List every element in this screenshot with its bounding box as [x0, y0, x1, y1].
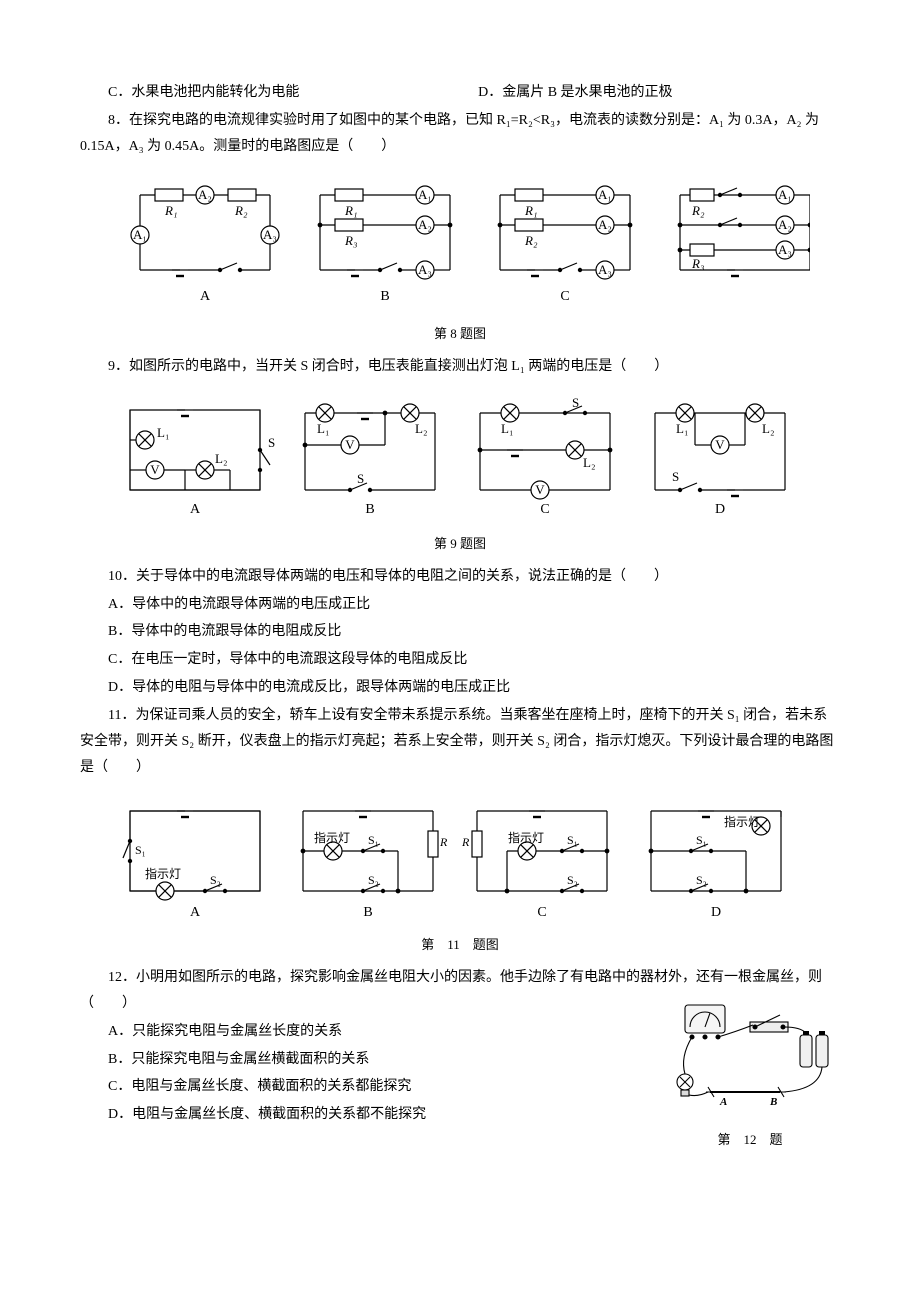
q7-opt-d: D．金属片 B 是水果电池的正极 [478, 80, 840, 106]
svg-text:A: A [719, 1096, 727, 1108]
svg-text:V: V [715, 437, 725, 452]
svg-text:A₃: A₃ [263, 227, 277, 242]
svg-text:L₁: L₁ [676, 421, 688, 436]
svg-text:S₁: S₁ [368, 833, 379, 847]
svg-text:S: S [268, 435, 275, 450]
svg-text:R₃: R₃ [691, 256, 704, 271]
svg-text:D: D [711, 905, 721, 920]
svg-text:指示灯: 指示灯 [724, 814, 760, 829]
svg-text:指示灯: 指示灯 [314, 830, 350, 845]
svg-text:V: V [345, 437, 355, 452]
q8-caption: 第 8 题图 [80, 322, 840, 346]
svg-text:A₁: A₁ [133, 227, 147, 242]
svg-text:R₁: R₁ [164, 203, 177, 218]
svg-text:R: R [461, 835, 470, 849]
svg-text:A₂: A₂ [598, 217, 612, 232]
svg-text:S: S [572, 395, 579, 410]
svg-text:R₃: R₃ [344, 233, 357, 248]
svg-text:S₂: S₂ [368, 873, 379, 887]
q9-figure: L₁ L₂ V S A [80, 390, 840, 530]
q12-caption: 第 12 题 [660, 1128, 840, 1152]
svg-text:A₂: A₂ [778, 217, 792, 232]
q7-opt-c: C．水果电池把内能转化为电能 [80, 80, 478, 106]
svg-text:A₃: A₃ [418, 262, 432, 277]
q8-figure: R₁ R₂ A₂ A₁ A₃ A [80, 170, 840, 320]
svg-text:V: V [535, 482, 545, 497]
svg-text:B: B [769, 1096, 777, 1108]
svg-text:R₁: R₁ [344, 203, 357, 218]
svg-text:L₁: L₁ [501, 421, 513, 436]
svg-text:L₁: L₁ [317, 421, 329, 436]
svg-text:B: B [363, 905, 372, 920]
svg-text:A₃: A₃ [598, 262, 612, 277]
svg-text:A: A [200, 289, 211, 304]
svg-text:A₂: A₂ [418, 217, 432, 232]
svg-text:A₁: A₁ [598, 187, 612, 202]
svg-text:L₁: L₁ [157, 425, 169, 440]
svg-text:S₁: S₁ [135, 843, 146, 857]
svg-text:L₂: L₂ [762, 421, 774, 436]
svg-text:R₂: R₂ [234, 203, 248, 218]
svg-text:指示灯: 指示灯 [145, 866, 181, 881]
svg-text:B: B [365, 502, 374, 517]
svg-text:A: A [190, 905, 201, 920]
svg-text:D: D [715, 502, 725, 517]
q8-stem: 8．在探究电路的电流规律实验时用了如图中的某个电路，已知 R₁=R₂<R₃，电流… [80, 108, 840, 160]
q11-figure: S₁ S₂ 指示灯 A [80, 791, 840, 931]
svg-text:A₃: A₃ [778, 242, 792, 257]
q10-b: B．导体中的电流跟导体的电阻成反比 [80, 619, 840, 645]
svg-text:C: C [540, 502, 549, 517]
q10-d: D．导体的电阻与导体中的电流成反比，跟导体两端的电压成正比 [80, 675, 840, 701]
svg-text:指示灯: 指示灯 [508, 830, 544, 845]
q11-caption: 第 11 题图 [80, 933, 840, 957]
svg-text:R₁: R₁ [524, 203, 537, 218]
svg-text:S₂: S₂ [696, 873, 707, 887]
q9-stem: 9．如图所示的电路中，当开关 S 闭合时，电压表能直接测出灯泡 L₁ 两端的电压… [80, 354, 840, 380]
q9-caption: 第 9 题图 [80, 532, 840, 556]
q10-c: C．在电压一定时，导体中的电流跟这段导体的电阻成反比 [80, 647, 840, 673]
q12-figure: A B 第 12 题 [660, 997, 840, 1152]
q10-a: A．导体中的电流跟导体两端的电压成正比 [80, 592, 840, 618]
q7-options-cd: C．水果电池把内能转化为电能 D．金属片 B 是水果电池的正极 [80, 80, 840, 106]
svg-text:R₂: R₂ [691, 203, 705, 218]
svg-text:S₂: S₂ [210, 873, 221, 887]
q10-stem: 10．关于导体中的电流跟导体两端的电压和导体的电阻之间的关系，说法正确的是（ ） [80, 564, 840, 590]
svg-text:L₂: L₂ [583, 455, 595, 470]
svg-text:S: S [357, 471, 364, 486]
svg-text:L₂: L₂ [215, 451, 227, 466]
svg-text:C: C [560, 289, 569, 304]
svg-text:V: V [150, 462, 160, 477]
svg-text:A₁: A₁ [778, 187, 792, 202]
svg-text:C: C [537, 905, 546, 920]
svg-text:S: S [672, 469, 679, 484]
svg-text:B: B [380, 289, 389, 304]
svg-text:S₂: S₂ [567, 873, 578, 887]
svg-text:R₂: R₂ [524, 233, 538, 248]
q11-stem: 11．为保证司乘人员的安全，轿车上设有安全带未系提示系统。当乘客坐在座椅上时，座… [80, 703, 840, 781]
svg-text:A₁: A₁ [418, 187, 432, 202]
svg-text:A: A [190, 502, 201, 517]
svg-text:R: R [439, 835, 448, 849]
svg-text:S₁: S₁ [696, 833, 707, 847]
svg-text:A₂: A₂ [198, 187, 212, 202]
q12-block: 12．小明用如图所示的电路，探究影响金属丝电阻大小的因素。他手边除了有电路中的器… [80, 965, 840, 1128]
svg-text:L₂: L₂ [415, 421, 427, 436]
svg-text:S₁: S₁ [567, 833, 578, 847]
